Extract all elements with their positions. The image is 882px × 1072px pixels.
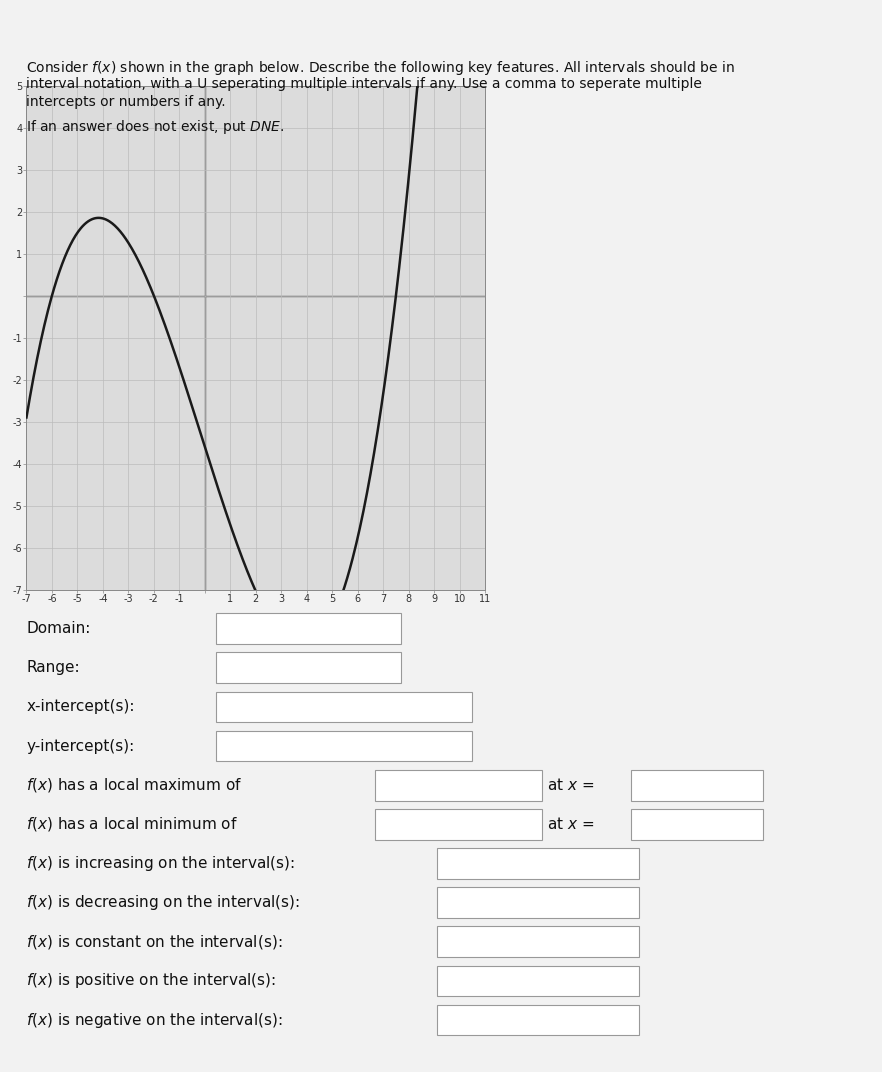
FancyBboxPatch shape (631, 809, 763, 839)
FancyBboxPatch shape (216, 691, 472, 723)
FancyBboxPatch shape (631, 770, 763, 801)
FancyBboxPatch shape (375, 770, 542, 801)
Text: $f(x)$ is increasing on the interval(s):: $f(x)$ is increasing on the interval(s): (26, 854, 295, 873)
FancyBboxPatch shape (437, 848, 639, 879)
Text: Consider $f(x)$ shown in the graph below. Describe the following key features. A: Consider $f(x)$ shown in the graph below… (26, 59, 736, 77)
FancyBboxPatch shape (437, 888, 639, 918)
Text: at $x$ =: at $x$ = (547, 817, 594, 832)
FancyBboxPatch shape (375, 809, 542, 839)
FancyBboxPatch shape (437, 966, 639, 996)
Text: Domain:: Domain: (26, 621, 91, 636)
FancyBboxPatch shape (437, 926, 639, 957)
Text: y-intercept(s):: y-intercept(s): (26, 739, 135, 754)
Text: $f(x)$ is decreasing on the interval(s):: $f(x)$ is decreasing on the interval(s): (26, 893, 301, 912)
Text: If an answer does not exist, put $DNE$.: If an answer does not exist, put $DNE$. (26, 118, 285, 136)
FancyBboxPatch shape (216, 653, 401, 683)
Text: x-intercept(s):: x-intercept(s): (26, 699, 135, 714)
FancyBboxPatch shape (216, 731, 472, 761)
Text: at $x$ =: at $x$ = (547, 777, 594, 793)
FancyBboxPatch shape (437, 1004, 639, 1036)
Text: $f(x)$ is constant on the interval(s):: $f(x)$ is constant on the interval(s): (26, 933, 283, 951)
Text: Range:: Range: (26, 660, 80, 675)
FancyBboxPatch shape (216, 613, 401, 644)
Text: $f(x)$ is positive on the interval(s):: $f(x)$ is positive on the interval(s): (26, 971, 276, 991)
Text: $f(x)$ is negative on the interval(s):: $f(x)$ is negative on the interval(s): (26, 1011, 283, 1029)
Text: $f(x)$ has a local maximum of: $f(x)$ has a local maximum of (26, 776, 243, 794)
Text: intercepts or numbers if any.: intercepts or numbers if any. (26, 95, 226, 109)
Text: interval notation, with a U seperating multiple intervals if any. Use a comma to: interval notation, with a U seperating m… (26, 77, 702, 91)
Text: $f(x)$ has a local minimum of: $f(x)$ has a local minimum of (26, 816, 238, 833)
